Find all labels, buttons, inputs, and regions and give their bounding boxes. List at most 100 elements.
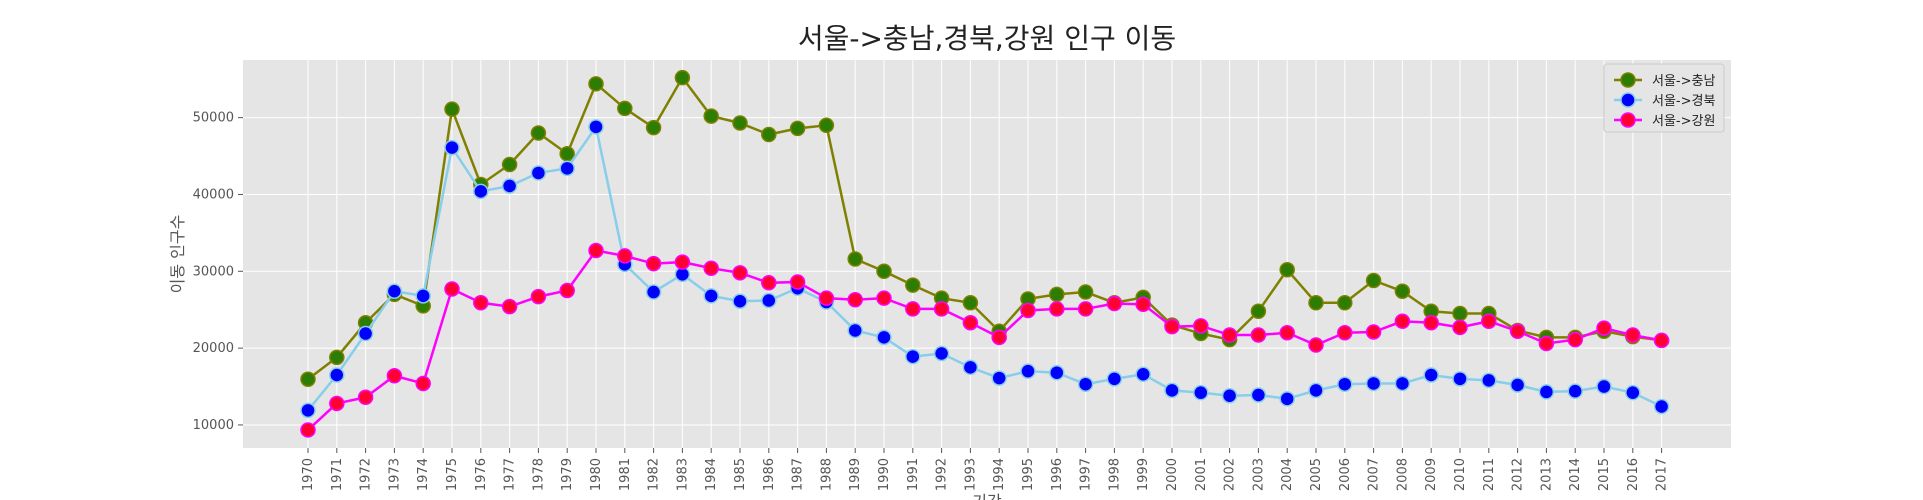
data-point xyxy=(329,367,345,383)
data-point xyxy=(1653,398,1670,415)
data-point xyxy=(530,288,547,305)
legend-marker xyxy=(1620,92,1636,108)
series-layer xyxy=(300,69,1670,438)
legend-item: 서울->충남 xyxy=(1614,72,1715,89)
data-point xyxy=(588,119,604,135)
x-tick-label: 1996 xyxy=(1050,458,1065,491)
y-tick-label: 30000 xyxy=(193,264,234,279)
data-point xyxy=(1365,375,1382,392)
x-tick-label: 1987 xyxy=(791,458,806,491)
data-point xyxy=(1596,378,1612,395)
x-tick-label: 2014 xyxy=(1568,458,1583,491)
x-tick-label: 2001 xyxy=(1194,458,1209,491)
data-point xyxy=(818,290,835,306)
x-tick-label: 1991 xyxy=(906,458,921,491)
x-tick-label: 2004 xyxy=(1280,458,1295,491)
data-point xyxy=(1481,372,1497,389)
data-point xyxy=(905,301,921,317)
data-point xyxy=(703,260,719,276)
x-tick-label: 1989 xyxy=(848,458,863,491)
data-point xyxy=(1193,384,1209,401)
data-point xyxy=(1337,295,1353,311)
data-point xyxy=(732,293,748,310)
x-tick-label: 1971 xyxy=(330,458,345,491)
x-axis-ticks: 1970 1971 1972 1973 1974 1975 1976 1977 1978 1979… xyxy=(301,448,1670,491)
data-point xyxy=(1279,325,1295,341)
data-point xyxy=(962,315,979,331)
x-tick-label: 1972 xyxy=(359,458,374,491)
data-point xyxy=(1509,323,1526,339)
data-point xyxy=(473,295,489,311)
data-point xyxy=(329,349,345,366)
plot-background xyxy=(243,60,1731,448)
x-tick-label: 1973 xyxy=(387,458,402,491)
data-point xyxy=(501,178,518,194)
data-point xyxy=(761,275,777,291)
data-point xyxy=(1596,320,1612,336)
data-point xyxy=(962,295,979,311)
data-point xyxy=(761,292,777,309)
y-axis-ticks: 10000 20000 30000 40000 50000 xyxy=(193,111,243,433)
data-point xyxy=(732,115,748,131)
legend-item: 서울->경북 xyxy=(1614,92,1715,109)
y-axis-label: 이동 인구수 xyxy=(168,215,187,294)
data-point xyxy=(1423,367,1439,383)
data-point xyxy=(415,288,431,304)
legend-label: 서울->강원 xyxy=(1652,114,1715,129)
data-point xyxy=(876,263,892,280)
x-tick-label: 1999 xyxy=(1136,458,1151,491)
data-point xyxy=(1452,319,1468,336)
data-point xyxy=(1077,284,1094,300)
data-point xyxy=(1538,384,1555,400)
data-point xyxy=(876,290,892,306)
data-point xyxy=(789,274,806,290)
data-point xyxy=(847,291,863,308)
data-point xyxy=(1077,301,1094,317)
data-point xyxy=(1250,327,1267,343)
series-1 xyxy=(300,69,1670,387)
data-point xyxy=(1308,382,1324,399)
data-point xyxy=(1250,303,1267,319)
x-tick-label: 1975 xyxy=(445,458,460,491)
data-point xyxy=(300,402,316,419)
data-point xyxy=(617,248,633,264)
data-point xyxy=(1279,262,1295,278)
data-point xyxy=(1135,366,1151,382)
data-point xyxy=(847,322,863,339)
data-point xyxy=(1394,375,1411,392)
data-point xyxy=(1452,371,1468,387)
x-tick-label: 1984 xyxy=(704,458,719,491)
data-point xyxy=(444,139,460,156)
y-tick-label: 50000 xyxy=(193,111,234,126)
x-tick-label: 1982 xyxy=(647,458,662,491)
data-point xyxy=(905,348,921,365)
x-tick-label: 2008 xyxy=(1395,458,1410,491)
data-point xyxy=(905,277,921,293)
data-point xyxy=(876,329,892,346)
data-point xyxy=(530,165,547,181)
data-point xyxy=(645,255,662,272)
data-point xyxy=(1509,377,1526,393)
data-point xyxy=(991,329,1007,346)
data-point xyxy=(933,301,950,317)
legend-label: 서울->충남 xyxy=(1652,74,1715,89)
legend-marker xyxy=(1620,72,1636,88)
data-point xyxy=(1164,318,1180,335)
data-point xyxy=(703,108,719,124)
data-point xyxy=(329,395,345,412)
data-point xyxy=(1394,283,1411,300)
data-point xyxy=(559,282,575,299)
x-tick-label: 1994 xyxy=(992,458,1007,491)
data-point xyxy=(300,371,316,387)
data-point xyxy=(617,100,633,117)
data-point xyxy=(789,120,806,137)
x-tick-label: 1976 xyxy=(474,458,489,491)
data-point xyxy=(1308,337,1324,353)
data-point xyxy=(1077,376,1094,392)
data-point xyxy=(357,325,374,342)
data-point xyxy=(1365,324,1382,340)
data-point xyxy=(1365,272,1382,289)
x-tick-label: 1978 xyxy=(531,458,546,491)
data-point xyxy=(1538,335,1555,352)
